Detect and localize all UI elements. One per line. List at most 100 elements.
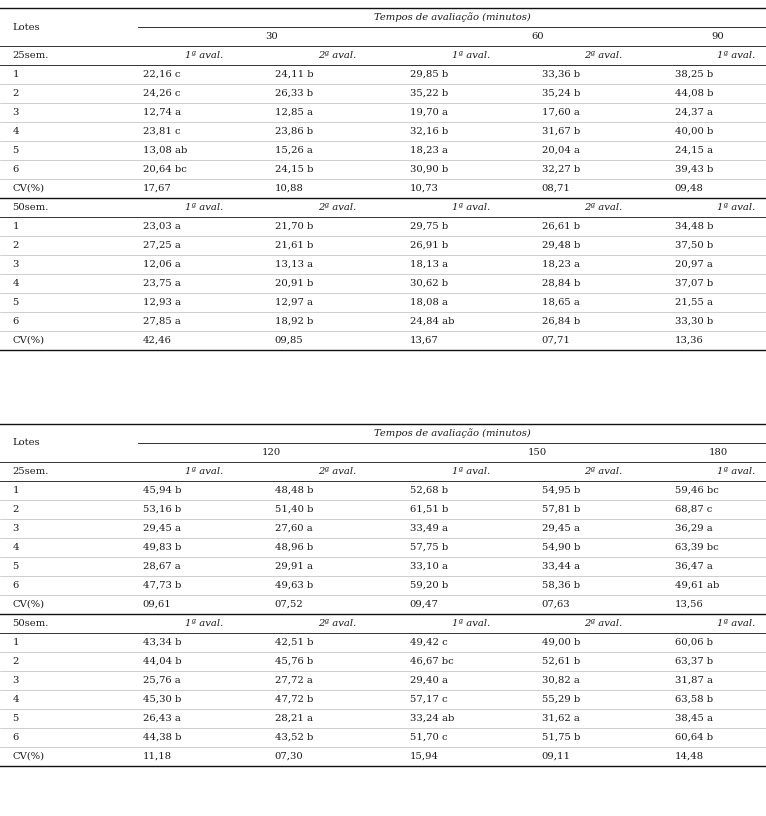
Text: 15,94: 15,94 — [410, 752, 439, 761]
Text: 13,36: 13,36 — [675, 336, 703, 345]
Text: 48,48 b: 48,48 b — [274, 486, 313, 495]
Text: 3: 3 — [12, 260, 19, 269]
Text: 44,04 b: 44,04 b — [142, 657, 182, 666]
Text: 37,07 b: 37,07 b — [675, 279, 713, 288]
Text: 2: 2 — [12, 657, 19, 666]
Text: 35,24 b: 35,24 b — [542, 89, 580, 98]
Text: 1: 1 — [12, 486, 19, 495]
Text: 47,72 b: 47,72 b — [274, 695, 313, 704]
Text: 27,25 a: 27,25 a — [142, 241, 181, 250]
Text: 45,94 b: 45,94 b — [142, 486, 181, 495]
Text: 3: 3 — [12, 108, 19, 117]
Text: 23,81 c: 23,81 c — [142, 127, 180, 136]
Text: 07,52: 07,52 — [274, 600, 303, 609]
Text: 29,45 a: 29,45 a — [142, 524, 181, 533]
Text: 38,45 a: 38,45 a — [675, 714, 712, 723]
Text: 24,37 a: 24,37 a — [675, 108, 712, 117]
Text: 2ª aval.: 2ª aval. — [584, 619, 623, 628]
Text: 42,46: 42,46 — [142, 336, 172, 345]
Text: 49,83 b: 49,83 b — [142, 543, 181, 552]
Text: 29,91 a: 29,91 a — [274, 562, 313, 571]
Text: 63,37 b: 63,37 b — [675, 657, 712, 666]
Text: 5: 5 — [12, 146, 19, 155]
Text: 57,81 b: 57,81 b — [542, 505, 580, 514]
Text: 26,84 b: 26,84 b — [542, 317, 580, 326]
Text: 61,51 b: 61,51 b — [410, 505, 448, 514]
Text: 13,56: 13,56 — [675, 600, 703, 609]
Text: 21,61 b: 21,61 b — [274, 241, 313, 250]
Text: 6: 6 — [12, 317, 19, 326]
Text: 09,11: 09,11 — [542, 752, 571, 761]
Text: 1ª aval.: 1ª aval. — [185, 619, 223, 628]
Text: 3: 3 — [12, 524, 19, 533]
Text: 1ª aval.: 1ª aval. — [452, 203, 490, 212]
Text: 1ª aval.: 1ª aval. — [717, 51, 755, 60]
Text: 09,61: 09,61 — [142, 600, 172, 609]
Text: 31,87 a: 31,87 a — [675, 676, 712, 685]
Text: 22,16 c: 22,16 c — [142, 70, 180, 79]
Text: 50sem.: 50sem. — [12, 619, 49, 628]
Text: 12,74 a: 12,74 a — [142, 108, 181, 117]
Text: 17,60 a: 17,60 a — [542, 108, 579, 117]
Text: 2ª aval.: 2ª aval. — [319, 51, 357, 60]
Text: 52,61 b: 52,61 b — [542, 657, 580, 666]
Text: 48,96 b: 48,96 b — [274, 543, 313, 552]
Text: 19,70 a: 19,70 a — [410, 108, 447, 117]
Text: 49,00 b: 49,00 b — [542, 638, 580, 647]
Text: 2ª aval.: 2ª aval. — [584, 51, 623, 60]
Text: 18,23 a: 18,23 a — [542, 260, 580, 269]
Text: Lotes: Lotes — [12, 438, 41, 447]
Text: 12,85 a: 12,85 a — [274, 108, 313, 117]
Text: 90: 90 — [712, 32, 725, 41]
Text: 28,84 b: 28,84 b — [542, 279, 580, 288]
Text: 5: 5 — [12, 714, 19, 723]
Text: 27,72 a: 27,72 a — [274, 676, 313, 685]
Text: 27,60 a: 27,60 a — [274, 524, 313, 533]
Text: 2ª aval.: 2ª aval. — [319, 203, 357, 212]
Text: 39,43 b: 39,43 b — [675, 165, 713, 174]
Text: 49,63 b: 49,63 b — [274, 581, 313, 590]
Text: 1ª aval.: 1ª aval. — [717, 467, 755, 476]
Text: 4: 4 — [12, 127, 19, 136]
Text: 28,21 a: 28,21 a — [274, 714, 313, 723]
Text: 2ª aval.: 2ª aval. — [765, 51, 766, 60]
Text: 45,76 b: 45,76 b — [274, 657, 313, 666]
Text: 29,40 a: 29,40 a — [410, 676, 447, 685]
Text: 2ª aval.: 2ª aval. — [765, 203, 766, 212]
Text: 33,30 b: 33,30 b — [675, 317, 713, 326]
Text: 24,84 ab: 24,84 ab — [410, 317, 454, 326]
Text: 51,70 c: 51,70 c — [410, 733, 447, 742]
Text: 36,29 a: 36,29 a — [675, 524, 712, 533]
Text: 18,65 a: 18,65 a — [542, 298, 579, 307]
Text: 1: 1 — [12, 222, 19, 231]
Text: 1: 1 — [12, 638, 19, 647]
Text: 25sem.: 25sem. — [12, 51, 49, 60]
Text: 14,48: 14,48 — [675, 752, 704, 761]
Text: 5: 5 — [12, 562, 19, 571]
Text: 24,11 b: 24,11 b — [274, 70, 313, 79]
Text: Tempos de avaliação (minutos): Tempos de avaliação (minutos) — [374, 428, 530, 438]
Text: 58,36 b: 58,36 b — [542, 581, 580, 590]
Text: 10,73: 10,73 — [410, 184, 438, 193]
Text: 12,06 a: 12,06 a — [142, 260, 181, 269]
Text: 6: 6 — [12, 165, 19, 174]
Text: 50sem.: 50sem. — [12, 203, 49, 212]
Text: 20,64 bc: 20,64 bc — [142, 165, 186, 174]
Text: 30,62 b: 30,62 b — [410, 279, 447, 288]
Text: 49,61 ab: 49,61 ab — [675, 581, 719, 590]
Text: 63,39 bc: 63,39 bc — [675, 543, 719, 552]
Text: 17,67: 17,67 — [142, 184, 172, 193]
Text: 08,71: 08,71 — [542, 184, 571, 193]
Text: 180: 180 — [709, 448, 728, 457]
Text: 4: 4 — [12, 543, 19, 552]
Text: 33,24 ab: 33,24 ab — [410, 714, 454, 723]
Text: 44,38 b: 44,38 b — [142, 733, 181, 742]
Text: 2ª aval.: 2ª aval. — [765, 619, 766, 628]
Text: 43,52 b: 43,52 b — [274, 733, 313, 742]
Text: 28,67 a: 28,67 a — [142, 562, 180, 571]
Text: 24,15 b: 24,15 b — [274, 165, 313, 174]
Text: 13,08 ab: 13,08 ab — [142, 146, 187, 155]
Text: CV(%): CV(%) — [12, 600, 44, 609]
Text: 37,50 b: 37,50 b — [675, 241, 713, 250]
Text: 36,47 a: 36,47 a — [675, 562, 712, 571]
